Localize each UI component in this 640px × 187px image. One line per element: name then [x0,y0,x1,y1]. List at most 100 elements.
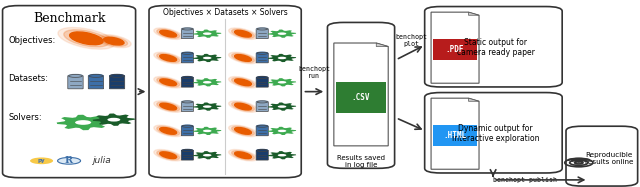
Polygon shape [193,78,221,86]
Ellipse shape [257,77,268,79]
Polygon shape [468,98,479,101]
Ellipse shape [232,78,255,87]
Ellipse shape [235,128,252,134]
Ellipse shape [228,52,257,64]
Polygon shape [93,114,135,126]
Ellipse shape [97,35,131,48]
Ellipse shape [110,75,124,77]
Ellipse shape [154,76,182,88]
FancyBboxPatch shape [256,150,268,160]
Ellipse shape [235,103,252,110]
FancyBboxPatch shape [181,150,193,160]
Ellipse shape [160,103,177,110]
FancyBboxPatch shape [433,125,477,146]
Polygon shape [376,43,388,47]
Ellipse shape [235,55,252,61]
FancyBboxPatch shape [149,6,301,178]
Polygon shape [193,30,221,38]
Text: benchopt publish: benchopt publish [493,177,557,183]
Circle shape [30,157,53,164]
Ellipse shape [104,37,124,45]
Text: julia: julia [92,156,111,165]
Ellipse shape [160,30,177,37]
Ellipse shape [154,125,182,137]
Polygon shape [431,12,479,83]
FancyBboxPatch shape [256,77,268,87]
Ellipse shape [89,75,103,77]
Polygon shape [193,54,221,62]
Text: benchopt
plot: benchopt plot [396,34,428,47]
Circle shape [58,157,81,164]
Circle shape [203,105,211,108]
Text: Objectives × Datasets × Solvers: Objectives × Datasets × Solvers [163,8,287,17]
Circle shape [108,118,120,122]
Ellipse shape [228,76,257,88]
Ellipse shape [182,28,193,30]
Ellipse shape [232,102,255,111]
Ellipse shape [232,29,255,38]
FancyBboxPatch shape [256,102,268,111]
Ellipse shape [160,152,177,159]
Ellipse shape [157,78,180,87]
Circle shape [75,120,92,125]
Text: Solvers:: Solvers: [8,113,42,122]
Polygon shape [268,54,296,62]
Circle shape [203,57,211,59]
Text: Reproducible
results online: Reproducible results online [584,151,633,165]
Text: benchopt
run: benchopt run [298,65,330,79]
Polygon shape [193,151,221,159]
Ellipse shape [154,52,182,64]
Text: Results saved
in log file: Results saved in log file [337,155,385,168]
Ellipse shape [257,52,268,54]
Polygon shape [193,127,221,135]
FancyBboxPatch shape [88,76,104,89]
Ellipse shape [160,128,177,134]
Ellipse shape [235,30,252,37]
FancyBboxPatch shape [181,53,193,63]
Circle shape [203,81,211,84]
Ellipse shape [228,28,257,39]
Polygon shape [268,30,296,38]
Text: Benchmark: Benchmark [33,12,106,25]
Ellipse shape [182,77,193,79]
FancyBboxPatch shape [256,126,268,136]
Ellipse shape [228,149,257,161]
Ellipse shape [100,36,127,46]
Ellipse shape [182,52,193,54]
Ellipse shape [154,149,182,161]
Ellipse shape [257,125,268,127]
Circle shape [278,105,286,108]
Ellipse shape [257,101,268,103]
Circle shape [203,154,211,157]
Polygon shape [431,98,479,169]
Polygon shape [268,151,296,159]
Text: .CSV: .CSV [352,93,371,102]
Text: Datasets:: Datasets: [8,74,48,83]
Text: .HTML: .HTML [444,131,467,140]
FancyBboxPatch shape [256,53,268,63]
FancyBboxPatch shape [109,76,125,89]
FancyBboxPatch shape [328,22,395,168]
Ellipse shape [228,125,257,137]
Ellipse shape [182,150,193,151]
Ellipse shape [64,30,109,47]
FancyBboxPatch shape [181,126,193,136]
FancyBboxPatch shape [425,93,562,173]
Ellipse shape [157,126,180,135]
Text: Static output for
camera ready paper: Static output for camera ready paper [457,38,534,57]
FancyBboxPatch shape [181,29,193,39]
Polygon shape [268,102,296,111]
Ellipse shape [257,150,268,151]
Polygon shape [468,12,479,15]
Circle shape [278,130,286,132]
Polygon shape [334,43,388,146]
Ellipse shape [160,79,177,86]
Circle shape [278,81,286,84]
FancyBboxPatch shape [68,76,83,89]
Ellipse shape [157,151,180,160]
Circle shape [203,32,211,35]
Circle shape [278,57,286,59]
Ellipse shape [235,79,252,86]
Ellipse shape [157,29,180,38]
Circle shape [203,130,211,132]
